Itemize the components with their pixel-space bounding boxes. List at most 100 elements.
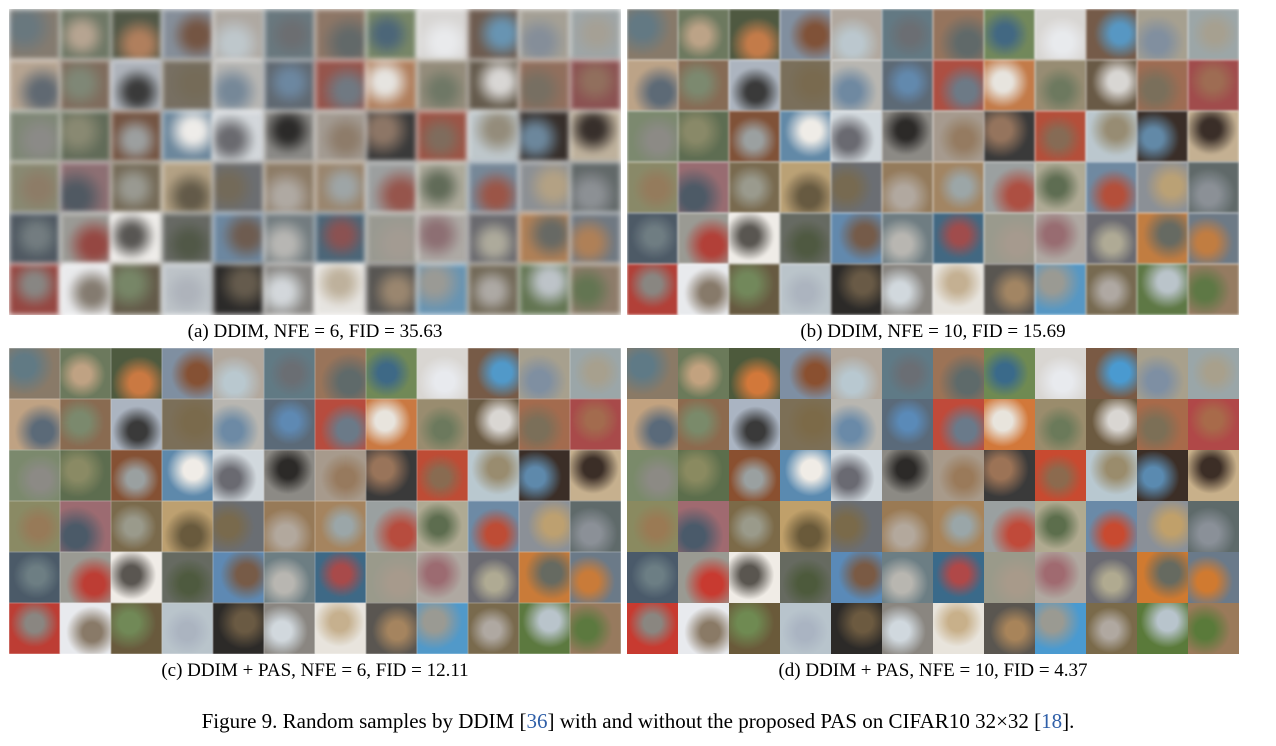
- sample-image: [831, 9, 882, 60]
- sample-image: [111, 111, 162, 162]
- sample-image: [1035, 9, 1086, 60]
- sample-image: [627, 111, 678, 162]
- sample-image: [1137, 111, 1188, 162]
- sample-image: [678, 264, 729, 315]
- sample-image: [9, 9, 60, 60]
- sample-image: [882, 348, 933, 399]
- sample-image: [417, 552, 468, 603]
- sample-image: [9, 399, 60, 450]
- sample-image: [933, 60, 984, 111]
- sample-image: [60, 60, 111, 111]
- sample-image: [678, 111, 729, 162]
- sample-image: [1035, 111, 1086, 162]
- sample-image: [60, 213, 111, 264]
- sample-image: [729, 501, 780, 552]
- sample-image: [468, 552, 519, 603]
- sample-image: [780, 60, 831, 111]
- sample-image: [882, 399, 933, 450]
- sample-image: [1188, 450, 1239, 501]
- sample-grid: [9, 348, 621, 654]
- sample-image: [831, 60, 882, 111]
- sample-image: [417, 399, 468, 450]
- citation-link-18[interactable]: 18: [1041, 709, 1063, 733]
- sample-image: [1086, 399, 1137, 450]
- sample-image: [831, 399, 882, 450]
- sample-image: [264, 348, 315, 399]
- sample-image: [417, 162, 468, 213]
- sample-image: [933, 399, 984, 450]
- sample-image: [933, 162, 984, 213]
- sample-image: [627, 399, 678, 450]
- sample-image: [366, 162, 417, 213]
- sample-image: [213, 501, 264, 552]
- sample-image: [780, 162, 831, 213]
- sample-image: [366, 450, 417, 501]
- sample-image: [264, 399, 315, 450]
- sample-image: [1086, 162, 1137, 213]
- sample-image: [570, 348, 621, 399]
- sample-image: [468, 450, 519, 501]
- sample-image: [1035, 450, 1086, 501]
- sample-image: [627, 60, 678, 111]
- sample-image: [1086, 603, 1137, 654]
- sample-image: [9, 450, 60, 501]
- sample-image: [627, 552, 678, 603]
- sample-image: [1086, 111, 1137, 162]
- sample-image: [519, 450, 570, 501]
- sample-image: [60, 603, 111, 654]
- sample-image: [1137, 603, 1188, 654]
- sample-image: [570, 399, 621, 450]
- sample-image: [315, 60, 366, 111]
- citation-link-36[interactable]: 36: [526, 709, 548, 733]
- sample-image: [627, 264, 678, 315]
- sample-image: [366, 603, 417, 654]
- sample-image: [984, 9, 1035, 60]
- sample-image: [9, 111, 60, 162]
- sample-image: [366, 348, 417, 399]
- sample-image: [570, 450, 621, 501]
- sample-image: [1086, 9, 1137, 60]
- sample-image: [1086, 348, 1137, 399]
- sample-image: [315, 501, 366, 552]
- sample-image: [315, 348, 366, 399]
- panel-c: (c) DDIM + PAS, NFE = 6, FID = 12.11: [9, 348, 621, 682]
- sample-image: [780, 399, 831, 450]
- sample-image: [1137, 552, 1188, 603]
- sample-image: [1035, 501, 1086, 552]
- sample-image: [162, 603, 213, 654]
- sample-image: [1035, 264, 1086, 315]
- panel-caption: (b) DDIM, NFE = 10, FID = 15.69: [800, 321, 1066, 342]
- sample-image: [111, 213, 162, 264]
- sample-image: [729, 603, 780, 654]
- sample-image: [1035, 60, 1086, 111]
- sample-image: [1188, 603, 1239, 654]
- sample-image: [882, 501, 933, 552]
- sample-image: [984, 450, 1035, 501]
- sample-image: [315, 603, 366, 654]
- sample-image: [627, 213, 678, 264]
- sample-image: [1137, 501, 1188, 552]
- sample-image: [60, 111, 111, 162]
- sample-image: [60, 348, 111, 399]
- figure-caption-prefix: Figure 9. Random samples by DDIM [: [201, 709, 527, 733]
- sample-image: [627, 348, 678, 399]
- sample-image: [780, 501, 831, 552]
- sample-image: [729, 60, 780, 111]
- sample-image: [1086, 264, 1137, 315]
- sample-image: [213, 348, 264, 399]
- sample-image: [264, 213, 315, 264]
- sample-image: [111, 9, 162, 60]
- sample-image: [570, 552, 621, 603]
- sample-image: [831, 603, 882, 654]
- sample-image: [60, 450, 111, 501]
- sample-image: [9, 501, 60, 552]
- sample-image: [60, 264, 111, 315]
- sample-image: [417, 348, 468, 399]
- sample-image: [264, 60, 315, 111]
- sample-image: [780, 9, 831, 60]
- sample-image: [984, 552, 1035, 603]
- sample-image: [60, 399, 111, 450]
- sample-image: [519, 264, 570, 315]
- sample-image: [264, 552, 315, 603]
- sample-image: [984, 162, 1035, 213]
